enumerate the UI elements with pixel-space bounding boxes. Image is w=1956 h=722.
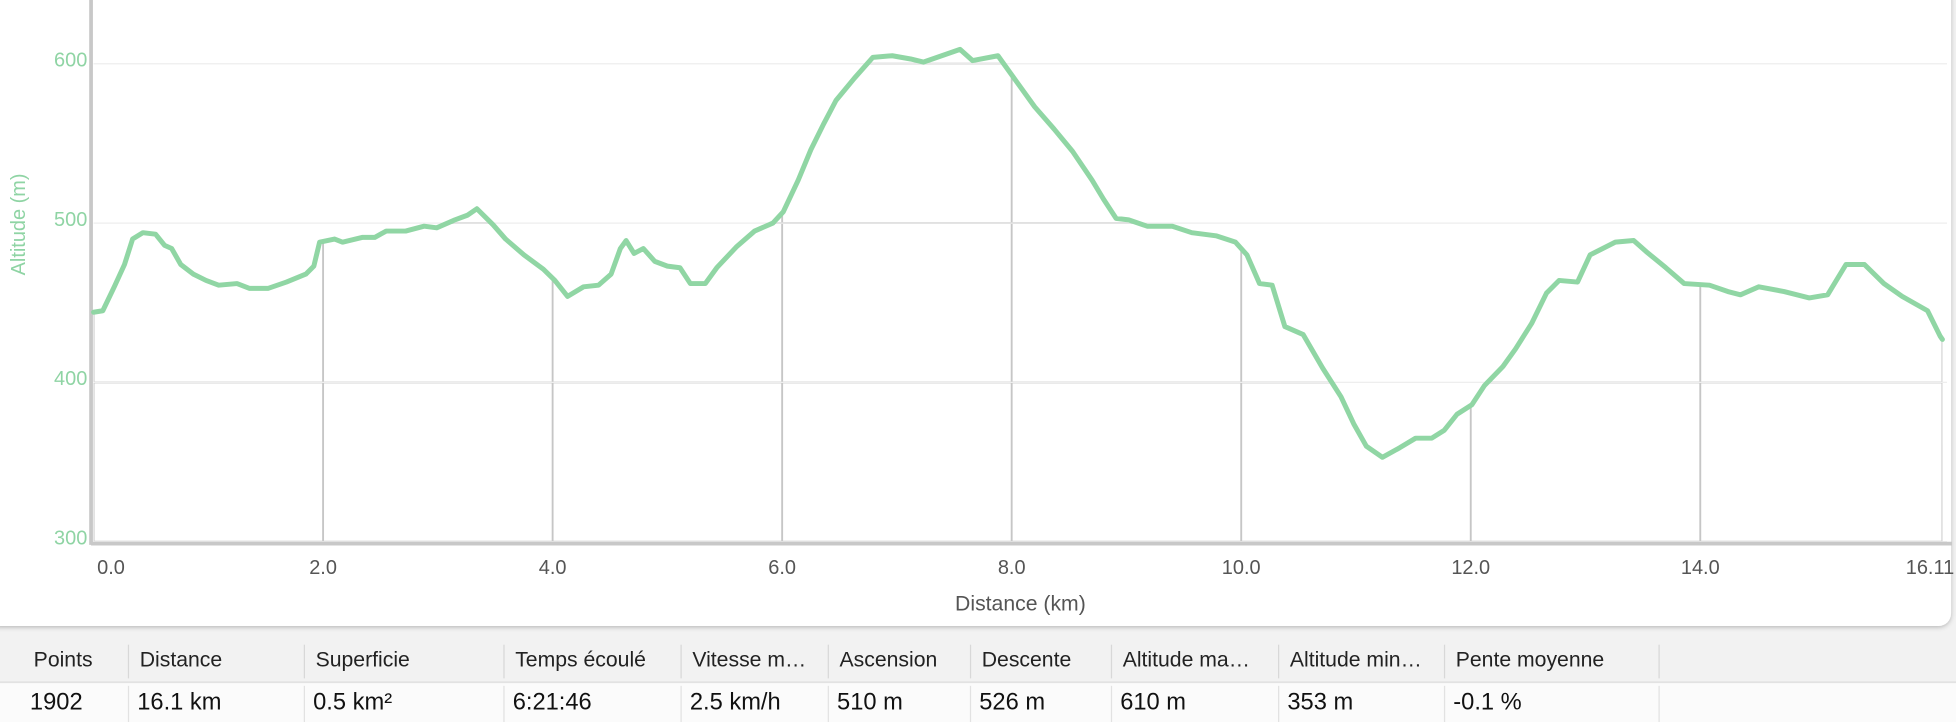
column-header: Vitesse m… bbox=[692, 648, 806, 671]
x-tick-label: 10.0 bbox=[1222, 557, 1261, 579]
x-tick-label: 4.0 bbox=[539, 557, 567, 579]
y-tick-label: 600 bbox=[54, 50, 87, 72]
elevation-line bbox=[91, 46, 1945, 460]
stats-table: Points Distance Superficie Temps écoulé Vite… bbox=[0, 644, 1956, 722]
column-header: Ascension bbox=[840, 648, 938, 671]
table-cell: -0.1 % bbox=[1453, 690, 1521, 716]
y-tick-label: 500 bbox=[54, 209, 87, 231]
x-tick-label: 16.11 bbox=[1906, 557, 1954, 579]
table-cell: 6:21:46 bbox=[513, 690, 592, 716]
x-tick-label: 0.0 bbox=[97, 557, 125, 579]
table-cell: 353 m bbox=[1287, 690, 1353, 716]
x-tick-label: 14.0 bbox=[1681, 557, 1720, 579]
column-header: Altitude ma… bbox=[1123, 648, 1250, 671]
row-bg bbox=[0, 683, 1956, 722]
table-cell: 610 m bbox=[1120, 690, 1186, 716]
column-header: Points bbox=[34, 648, 93, 671]
table-cell: 1902 bbox=[30, 690, 83, 716]
table-cell: 16.1 km bbox=[137, 690, 221, 716]
column-header: Distance bbox=[140, 648, 222, 671]
y-tick-label: 400 bbox=[54, 368, 87, 390]
y-axis-title: Altitude (m) bbox=[8, 173, 30, 275]
table-cell: 510 m bbox=[837, 690, 903, 716]
chart-card bbox=[0, 0, 1952, 626]
table-cell: 2.5 km/h bbox=[690, 690, 781, 716]
x-tick-label: 6.0 bbox=[768, 557, 796, 579]
table-cell: 526 m bbox=[979, 690, 1045, 716]
column-header: Pente moyenne bbox=[1456, 648, 1604, 671]
x-axis-title: Distance (km) bbox=[955, 592, 1086, 615]
column-header: Descente bbox=[982, 648, 1072, 671]
y-tick-label: 300 bbox=[54, 528, 87, 550]
x-tick-label: 12.0 bbox=[1451, 557, 1490, 579]
x-tick-label: 8.0 bbox=[998, 557, 1026, 579]
column-header: Temps écoulé bbox=[515, 648, 646, 671]
table-cell: 0.5 km² bbox=[313, 690, 392, 716]
column-header: Superficie bbox=[316, 648, 410, 671]
x-tick-label: 2.0 bbox=[309, 557, 337, 579]
column-header: Altitude min… bbox=[1290, 648, 1422, 671]
